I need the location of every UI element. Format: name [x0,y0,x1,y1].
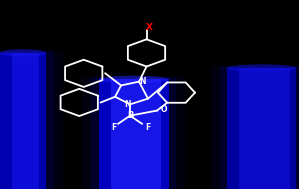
Text: N: N [124,100,131,109]
Text: F: F [111,123,116,132]
Ellipse shape [99,76,169,83]
Bar [239,68,290,189]
Bar [91,77,176,189]
Ellipse shape [0,49,46,57]
Bar [82,77,185,189]
Bar [0,51,54,189]
Bar [211,66,299,189]
Bar [99,79,169,189]
Text: O: O [160,105,167,115]
Bar [0,51,63,189]
Text: F: F [145,123,150,132]
Bar [227,68,296,189]
Text: B: B [127,111,133,120]
Bar [111,79,161,189]
Text: N: N [139,77,145,86]
Bar [12,53,39,189]
Ellipse shape [227,64,296,72]
Text: X: X [146,23,153,33]
Bar [220,66,299,189]
Bar [0,53,46,189]
